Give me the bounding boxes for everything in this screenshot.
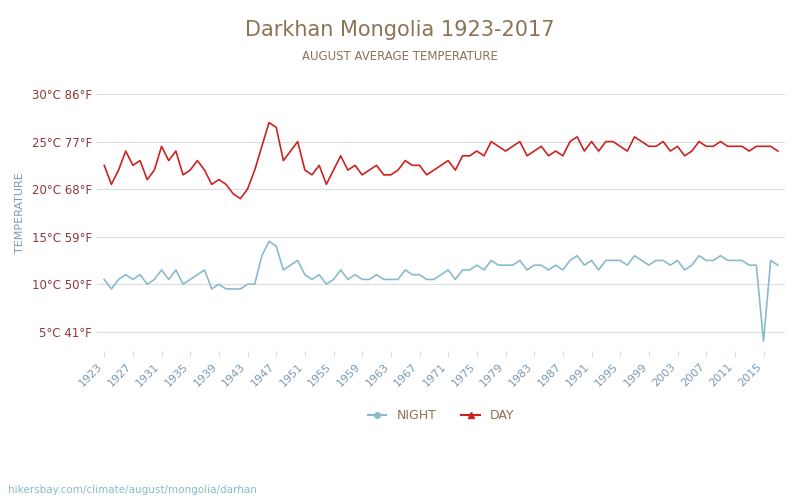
Text: Darkhan Mongolia 1923-2017: Darkhan Mongolia 1923-2017 — [246, 20, 554, 40]
Text: hikersbay.com/climate/august/mongolia/darhan: hikersbay.com/climate/august/mongolia/da… — [8, 485, 257, 495]
Y-axis label: TEMPERATURE: TEMPERATURE — [15, 172, 25, 253]
Text: AUGUST AVERAGE TEMPERATURE: AUGUST AVERAGE TEMPERATURE — [302, 50, 498, 63]
Legend: NIGHT, DAY: NIGHT, DAY — [362, 404, 519, 427]
